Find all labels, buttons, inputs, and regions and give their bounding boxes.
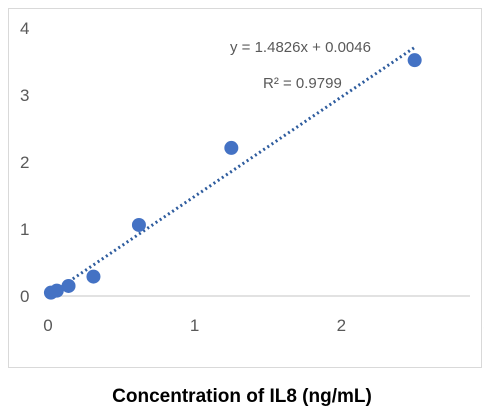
chart-frame xyxy=(8,8,482,368)
data-point xyxy=(224,140,239,155)
trendline xyxy=(47,46,416,297)
y-tick-label: 1 xyxy=(20,220,29,239)
data-point xyxy=(131,217,146,232)
y-tick-label: 2 xyxy=(20,153,29,172)
data-point xyxy=(86,269,101,284)
data-point xyxy=(407,53,422,68)
y-tick-label: 0 xyxy=(20,287,29,306)
x-tick-label: 1 xyxy=(190,316,199,335)
x-axis-title: Concentration of IL8 (ng/mL) xyxy=(112,386,372,407)
y-tick-label: 4 xyxy=(20,19,29,38)
x-tick-label: 0 xyxy=(43,316,52,335)
trendline-equation: y = 1.4826x + 0.0046 xyxy=(230,39,371,56)
data-point xyxy=(61,278,76,293)
data-point xyxy=(49,283,64,298)
trendline-r-squared: R² = 0.9799 xyxy=(263,75,342,92)
y-tick-label: 3 xyxy=(20,86,29,105)
x-tick-label: 2 xyxy=(337,316,346,335)
